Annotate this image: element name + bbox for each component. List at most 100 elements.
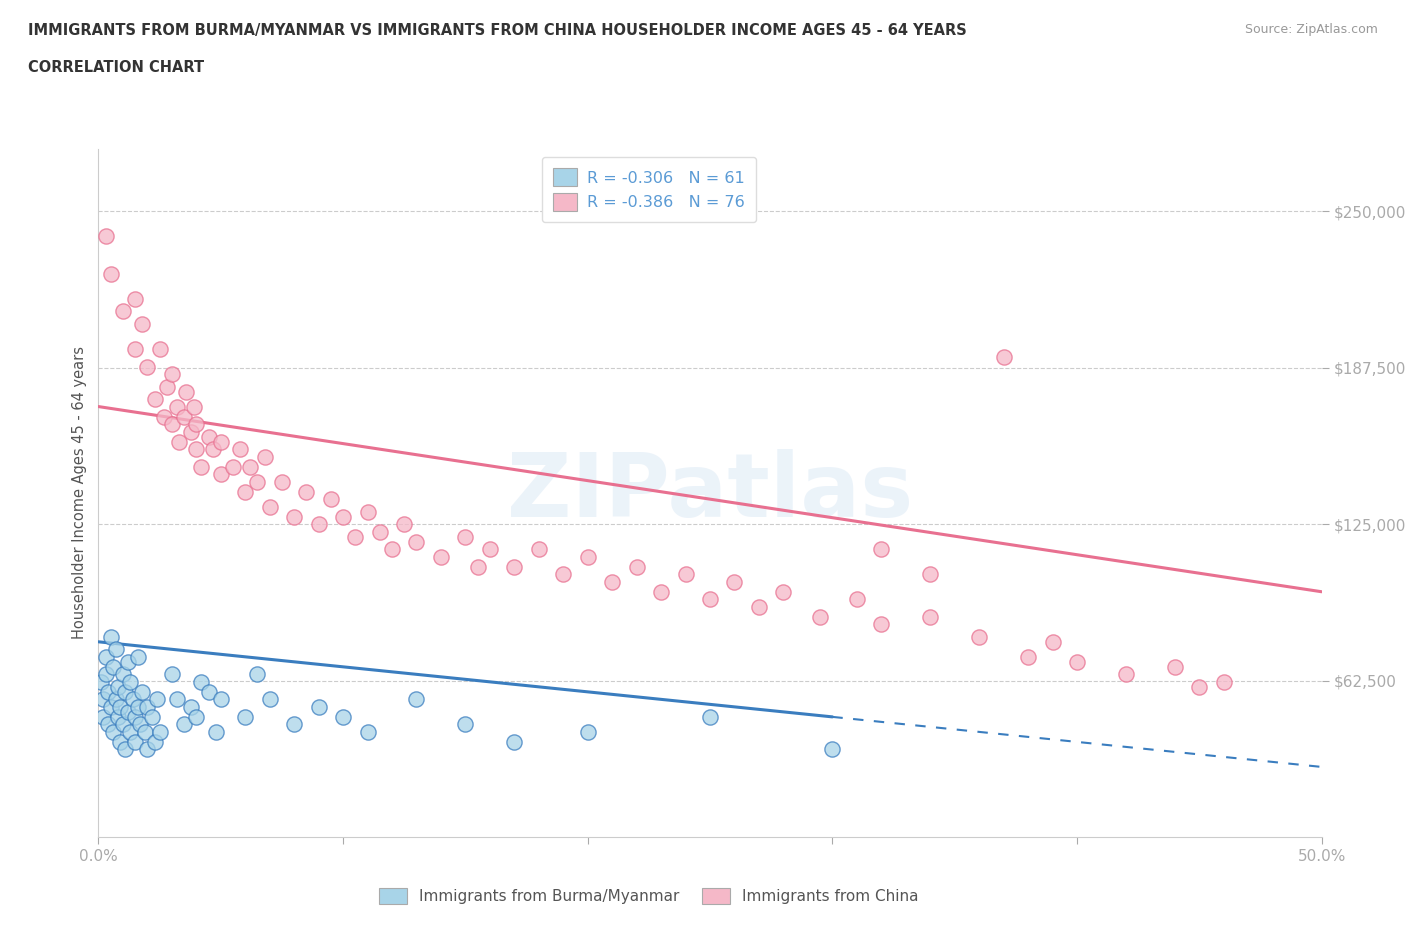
Point xyxy=(143,392,166,406)
Point xyxy=(993,349,1015,364)
Point xyxy=(821,742,844,757)
Point xyxy=(186,710,208,724)
Point xyxy=(209,434,232,449)
Point xyxy=(107,680,129,695)
Point xyxy=(675,566,697,581)
Point xyxy=(197,684,219,699)
Point xyxy=(107,710,129,724)
Point xyxy=(392,517,416,532)
Point xyxy=(233,485,256,499)
Point xyxy=(246,474,269,489)
Point xyxy=(1115,667,1137,682)
Point xyxy=(344,529,367,544)
Point xyxy=(94,667,117,682)
Point xyxy=(553,566,575,581)
Point xyxy=(111,717,134,732)
Point xyxy=(190,674,212,689)
Legend: Immigrants from Burma/Myanmar, Immigrants from China: Immigrants from Burma/Myanmar, Immigrant… xyxy=(371,881,927,912)
Point xyxy=(127,699,149,714)
Point xyxy=(808,609,831,624)
Point xyxy=(166,399,188,414)
Point xyxy=(233,710,256,724)
Point xyxy=(173,409,195,424)
Text: Source: ZipAtlas.com: Source: ZipAtlas.com xyxy=(1244,23,1378,36)
Point xyxy=(110,735,132,750)
Point xyxy=(176,384,198,399)
Point xyxy=(209,467,232,482)
Point xyxy=(180,699,202,714)
Point xyxy=(239,459,262,474)
Point xyxy=(202,442,225,457)
Point xyxy=(160,417,183,432)
Point xyxy=(576,724,599,739)
Point xyxy=(454,717,477,732)
Point xyxy=(114,684,136,699)
Point xyxy=(295,485,318,499)
Point xyxy=(356,504,378,519)
Point xyxy=(127,649,149,664)
Point xyxy=(1017,649,1039,664)
Point xyxy=(186,442,208,457)
Point xyxy=(699,591,721,606)
Point xyxy=(381,542,404,557)
Point xyxy=(91,692,114,707)
Point xyxy=(143,735,166,750)
Point xyxy=(166,692,188,707)
Point xyxy=(173,717,195,732)
Point xyxy=(149,341,172,356)
Point xyxy=(117,704,139,719)
Point xyxy=(114,742,136,757)
Point xyxy=(104,642,127,657)
Point xyxy=(153,409,176,424)
Point xyxy=(920,609,942,624)
Point xyxy=(149,724,172,739)
Point xyxy=(183,399,205,414)
Point xyxy=(160,366,183,381)
Point xyxy=(356,724,378,739)
Point xyxy=(121,692,143,707)
Point xyxy=(967,630,990,644)
Point xyxy=(117,655,139,670)
Point xyxy=(136,742,159,757)
Point xyxy=(229,442,252,457)
Point xyxy=(90,674,112,689)
Point xyxy=(650,584,672,599)
Text: ZIPatlas: ZIPatlas xyxy=(508,449,912,537)
Point xyxy=(111,667,134,682)
Text: IMMIGRANTS FROM BURMA/MYANMAR VS IMMIGRANTS FROM CHINA HOUSEHOLDER INCOME AGES 4: IMMIGRANTS FROM BURMA/MYANMAR VS IMMIGRA… xyxy=(28,23,967,38)
Point xyxy=(283,717,305,732)
Point xyxy=(167,434,190,449)
Point xyxy=(845,591,868,606)
Point xyxy=(1042,634,1064,649)
Point xyxy=(332,510,354,525)
Point xyxy=(467,559,489,574)
Point xyxy=(699,710,721,724)
Point xyxy=(136,359,159,374)
Point xyxy=(100,267,122,282)
Point xyxy=(120,724,142,739)
Point xyxy=(1066,655,1088,670)
Point xyxy=(91,710,114,724)
Point xyxy=(405,692,427,707)
Point xyxy=(94,229,117,244)
Point xyxy=(160,667,183,682)
Point xyxy=(626,559,648,574)
Point xyxy=(283,510,305,525)
Point xyxy=(259,692,281,707)
Point xyxy=(259,499,281,514)
Point xyxy=(197,429,219,444)
Point xyxy=(1164,659,1187,674)
Point xyxy=(748,599,770,614)
Point xyxy=(308,699,330,714)
Point xyxy=(156,379,179,394)
Point xyxy=(209,692,232,707)
Point xyxy=(100,699,122,714)
Point xyxy=(405,534,427,549)
Y-axis label: Householder Income Ages 45 - 64 years: Householder Income Ages 45 - 64 years xyxy=(72,346,87,640)
Point xyxy=(503,559,526,574)
Point xyxy=(104,692,127,707)
Point xyxy=(270,474,294,489)
Point xyxy=(222,459,245,474)
Point xyxy=(870,617,893,631)
Point xyxy=(131,316,153,331)
